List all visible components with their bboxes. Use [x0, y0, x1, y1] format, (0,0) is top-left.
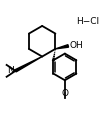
Text: H−Cl: H−Cl — [76, 17, 99, 26]
Text: OH: OH — [69, 41, 83, 50]
Text: N: N — [7, 66, 14, 75]
Text: O: O — [61, 89, 68, 98]
Polygon shape — [15, 57, 42, 72]
Polygon shape — [55, 45, 69, 49]
